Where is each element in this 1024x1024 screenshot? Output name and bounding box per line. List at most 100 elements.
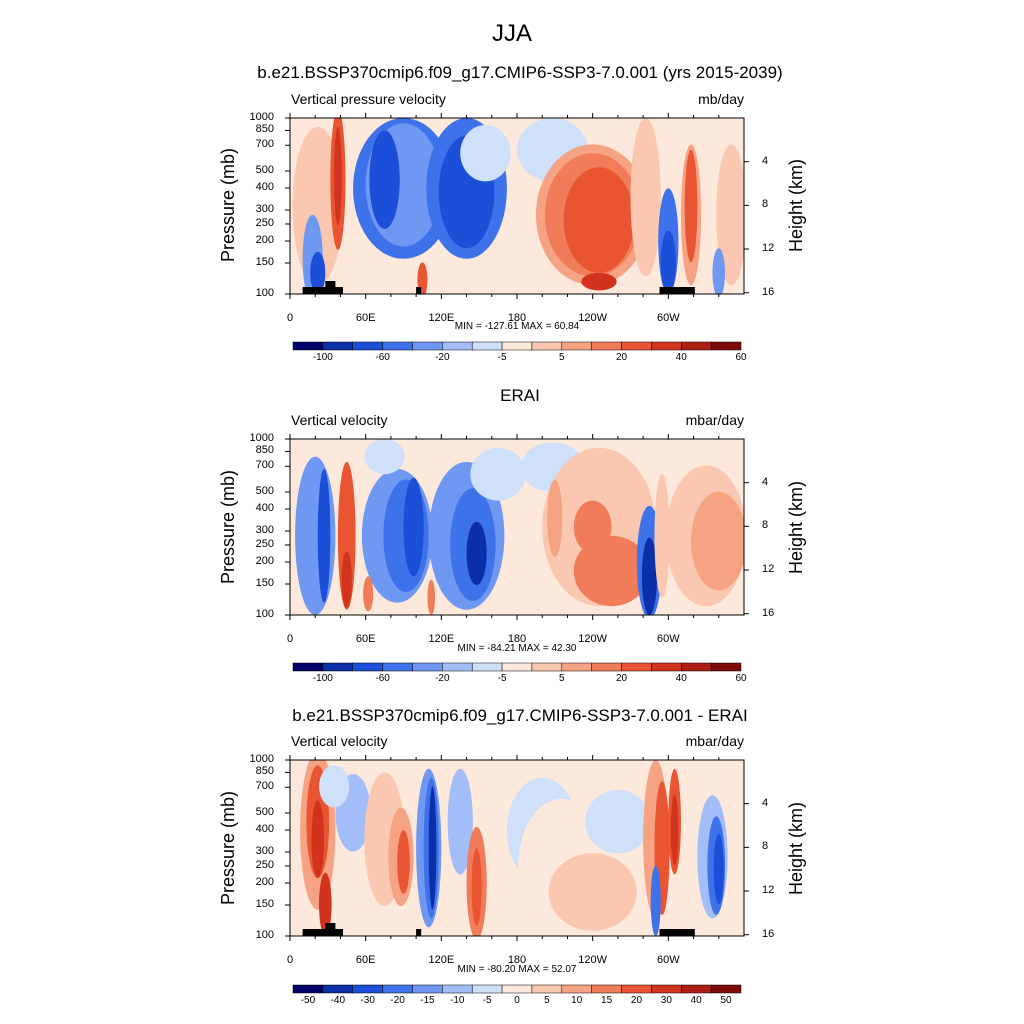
colorbar-swatch [651, 984, 682, 994]
colorbar-label: -20 [390, 995, 405, 1006]
y-tick-label: 250 [255, 858, 274, 871]
panel-1-topography [659, 287, 695, 294]
colorbar-swatch [352, 984, 383, 994]
y-tick-label: 400 [255, 181, 274, 194]
colorbar-label: -100 [312, 352, 333, 363]
colorbar-label: 5 [544, 995, 550, 1006]
colorbar-swatch [651, 662, 682, 672]
panel-1-field [290, 118, 744, 294]
x-tick-label: 180 [507, 954, 527, 966]
height-tick-label: 4 [762, 154, 769, 167]
height-tick-label: 16 [762, 606, 775, 619]
colorbar-swatch [710, 984, 742, 994]
x-tick-label: 120W [578, 633, 608, 645]
height-tick-label: 12 [762, 563, 775, 576]
colorbar-swatch [621, 662, 652, 672]
colorbar-swatch [621, 984, 652, 994]
colorbar-swatch [710, 341, 742, 351]
panel-1-topography [332, 287, 343, 294]
colorbar-swatch [442, 984, 473, 994]
x-tick-label: 120E [428, 954, 455, 966]
colorbar-label: 15 [601, 995, 613, 1006]
panel-3-contour-blob [397, 830, 410, 894]
colorbar-swatch [322, 984, 353, 994]
panel-1-contour-blob [334, 126, 342, 226]
panel-3-contour-blob [548, 853, 637, 931]
panel-1-topography [302, 287, 333, 294]
panel-2-contour-blob [317, 468, 331, 603]
y-tick-label: 250 [255, 537, 274, 550]
height-tick-label: 16 [762, 285, 775, 298]
panel-3-contour-blob [447, 768, 473, 875]
colorbar-swatch [352, 662, 383, 672]
y-tick-label: 850 [255, 123, 274, 136]
height-tick-label: 8 [762, 519, 769, 532]
x-tick-label: 0 [286, 633, 294, 645]
panel-3-contour-blob [471, 848, 482, 926]
panel-1-topography [416, 287, 422, 294]
colorbar-swatch [501, 341, 533, 351]
colorbar-swatch [412, 984, 443, 994]
colorbar-swatch [352, 341, 383, 351]
colorbar-label: 20 [630, 995, 643, 1006]
y-tick-label: 300 [255, 524, 274, 537]
height-tick-label: 4 [762, 796, 769, 809]
x-tick-label: 60E [355, 312, 376, 324]
colorbar-swatch [412, 662, 443, 672]
colorbar-label: 60 [735, 673, 747, 684]
colorbar-label: -10 [450, 995, 465, 1006]
y-tick-label: 850 [255, 765, 274, 778]
panel-2-contour-blob [403, 477, 424, 577]
panel-3-contour-blob [319, 765, 350, 808]
panel-3-contour-blob [311, 800, 325, 878]
height-tick-label: 8 [762, 198, 769, 211]
x-tick-label: 180 [507, 312, 527, 324]
colorbar-swatch [681, 341, 712, 351]
y-tick-label: 500 [255, 805, 274, 818]
panel-3-topography [659, 929, 695, 936]
x-tick-label: 60W [657, 954, 680, 966]
colorbar-label: 20 [615, 673, 628, 684]
colorbar-label: 40 [675, 352, 687, 363]
x-tick-label: 60W [657, 633, 680, 645]
colorbar-label: 50 [720, 995, 732, 1006]
y-tick-label: 100 [255, 287, 274, 299]
x-tick-label: 120E [428, 633, 455, 645]
panel-3-topography [302, 929, 333, 936]
colorbar-swatch [292, 341, 324, 351]
colorbar-swatch [591, 662, 622, 672]
colorbar-label: 40 [690, 995, 702, 1006]
panel-1-title: b.e21.BSSP370cmip6.f09_g17.CMIP6-SSP3-7.… [257, 63, 783, 82]
colorbar-label: 5 [559, 352, 565, 363]
panel-2-contour-blob [470, 447, 526, 501]
colorbar-swatch [681, 662, 712, 672]
panel-3-minmax: MIN = -80.20 MAX = 52.07 [457, 964, 577, 975]
panel-3-units: mbar/day [685, 733, 744, 749]
x-tick-label: 0 [286, 954, 294, 966]
height-tick-label: 12 [762, 242, 775, 255]
panel-1-contour-blob [563, 167, 635, 273]
colorbar-swatch [531, 341, 563, 351]
colorbar-label: -60 [375, 673, 390, 684]
panel-3-contour-blob [428, 786, 437, 910]
panel-3-topography [332, 929, 343, 936]
colorbar-label: -15 [420, 995, 435, 1006]
panel-1-contour-blob [369, 130, 400, 229]
panel-3-field [290, 760, 744, 936]
panel-3-contour-blob [319, 872, 332, 936]
y-tick-label: 500 [255, 163, 274, 176]
colorbar-label: -100 [312, 673, 333, 684]
panel-1-topography [325, 281, 336, 294]
y-tick-label: 250 [255, 216, 274, 229]
colorbar-swatch [501, 662, 533, 672]
y-tick-label: 1000 [249, 432, 274, 444]
y-tick-label: 700 [255, 780, 274, 793]
height-tick-label: 12 [762, 884, 775, 897]
panel-2-field [290, 439, 744, 615]
colorbar-swatch [561, 984, 592, 994]
panel-3-contour-blob [650, 865, 661, 936]
y-tick-label: 400 [255, 502, 274, 515]
panel-1-units: mb/day [698, 91, 744, 107]
y-tick-label: 700 [255, 138, 274, 151]
